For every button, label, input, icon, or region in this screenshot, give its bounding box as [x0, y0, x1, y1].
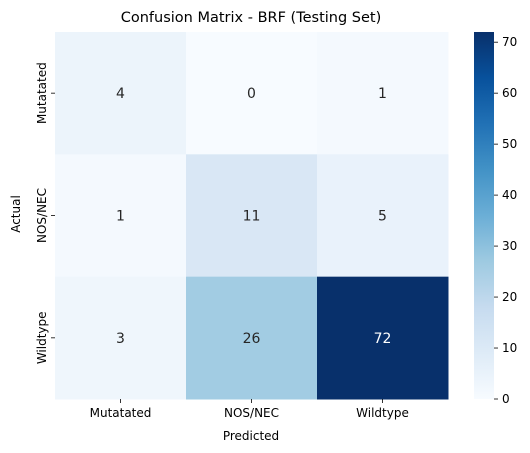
- colorbar-tick-label: 60: [502, 86, 517, 100]
- cell-value-label: 1: [378, 86, 387, 102]
- heatmap-cell: [55, 276, 187, 400]
- x-tick-label: NOS/NEC: [224, 406, 279, 420]
- x-axis-label: Predicted: [223, 429, 279, 443]
- y-tick-label: NOS/NEC: [35, 188, 49, 243]
- heatmap-cell: [55, 154, 187, 278]
- colorbar-tick-label: 30: [502, 239, 517, 253]
- heatmap-cell: [55, 32, 187, 155]
- colorbar-tick-label: 20: [502, 290, 517, 304]
- heatmap-cell: [186, 32, 318, 155]
- colorbar-tick-label: 40: [502, 188, 517, 202]
- heatmap-cell: [317, 32, 449, 155]
- cell-value-label: 0: [247, 86, 256, 102]
- cell-value-label: 3: [116, 331, 125, 347]
- y-tick-label: Mutatated: [35, 62, 49, 124]
- colorbar-tick-label: 0: [502, 392, 510, 406]
- cell-value-label: 4: [116, 86, 125, 102]
- x-tick-label: Wildtype: [356, 406, 409, 420]
- cell-value-label: 5: [378, 209, 387, 225]
- cell-value-label: 72: [374, 331, 392, 347]
- heatmap-cell: [317, 276, 449, 400]
- cell-value-label: 11: [243, 209, 261, 225]
- heatmap-cell: [186, 276, 318, 400]
- heatmap-cells: 4 0 11 11 53 26 72: [55, 32, 449, 400]
- heatmap-cell: [186, 154, 318, 278]
- cell-value-label: 26: [243, 331, 261, 347]
- colorbar-tick-label: 10: [502, 341, 517, 355]
- y-axis-label: Actual: [9, 195, 23, 233]
- chart-title: Confusion Matrix - BRF (Testing Set): [121, 10, 382, 26]
- heatmap-cell: [317, 154, 449, 278]
- x-axis: Mutatated NOS/NEC Wildtype: [90, 399, 409, 420]
- colorbar: [474, 32, 494, 399]
- colorbar-tick-label: 70: [502, 35, 517, 49]
- colorbar-tick-label: 50: [502, 137, 517, 151]
- y-tick-label: Wildtype: [35, 311, 49, 364]
- x-tick-label: Mutatated: [90, 406, 152, 420]
- colorbar-axis: 0 10 20 30 40 50 60 70: [494, 35, 517, 406]
- cell-value-label: 1: [116, 209, 125, 225]
- y-axis: Mutatated NOS/NEC Wildtype: [35, 62, 55, 364]
